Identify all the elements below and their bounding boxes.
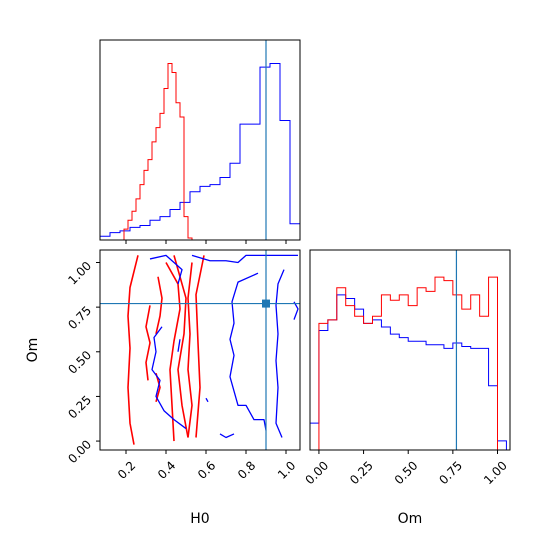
h0-tick-label: 0.6 — [195, 458, 218, 481]
om-tick-label: 0.50 — [65, 348, 94, 377]
om-hist-tick-label: 0.25 — [347, 458, 376, 487]
h0-hist-frame — [99, 39, 301, 241]
om-tick-label: 0.75 — [65, 303, 94, 332]
om-hist-blue-series — [309, 294, 507, 450]
contour-blue-8 — [293, 301, 299, 320]
om-hist-frame — [309, 249, 511, 451]
h0-tick-label: 0.4 — [155, 458, 178, 481]
om-hist-red-series — [318, 276, 498, 450]
h0-hist-red-series — [123, 63, 193, 240]
contour-red-0 — [127, 255, 139, 445]
contour-blue-2 — [151, 326, 187, 430]
h0-tick-label: 0.2 — [115, 458, 138, 481]
om-tick-label: 1.00 — [65, 259, 94, 288]
contour-blue-6 — [177, 339, 181, 352]
om-hist-tick-label: 0.00 — [302, 458, 331, 487]
om-hist-tick-label: 0.50 — [392, 458, 421, 487]
contour-blue-1 — [191, 254, 298, 264]
contour-red-6 — [145, 305, 151, 381]
truth-marker — [262, 299, 270, 308]
h0-hist-blue-series — [99, 63, 301, 240]
contour-red-4 — [187, 262, 193, 438]
h0-axis-label: H0 — [190, 511, 209, 527]
contour-frame — [99, 249, 301, 451]
contour-group — [127, 254, 299, 445]
contour-blue-7 — [205, 397, 209, 403]
om-axis-label: Om — [25, 338, 41, 363]
om-hist-tick-label: 0.75 — [436, 458, 465, 487]
contour-red-5 — [155, 276, 163, 335]
h0-tick-label: 1.0 — [275, 458, 298, 481]
om-hist-tick-label: 1.00 — [481, 458, 510, 487]
contour-blue-0 — [149, 254, 183, 285]
contour-red-7 — [155, 372, 161, 403]
contour-red-2 — [195, 255, 205, 438]
contour-blue-5 — [219, 433, 235, 439]
om-tick-label: 0.25 — [65, 393, 94, 422]
om-tick-label: 0.00 — [65, 437, 94, 466]
contour-blue-3 — [229, 272, 267, 431]
om-hist-axis-label: Om — [398, 511, 423, 527]
contour-red-1 — [173, 255, 189, 438]
h0-tick-label: 0.8 — [235, 458, 258, 481]
contour-blue-4 — [275, 269, 285, 438]
